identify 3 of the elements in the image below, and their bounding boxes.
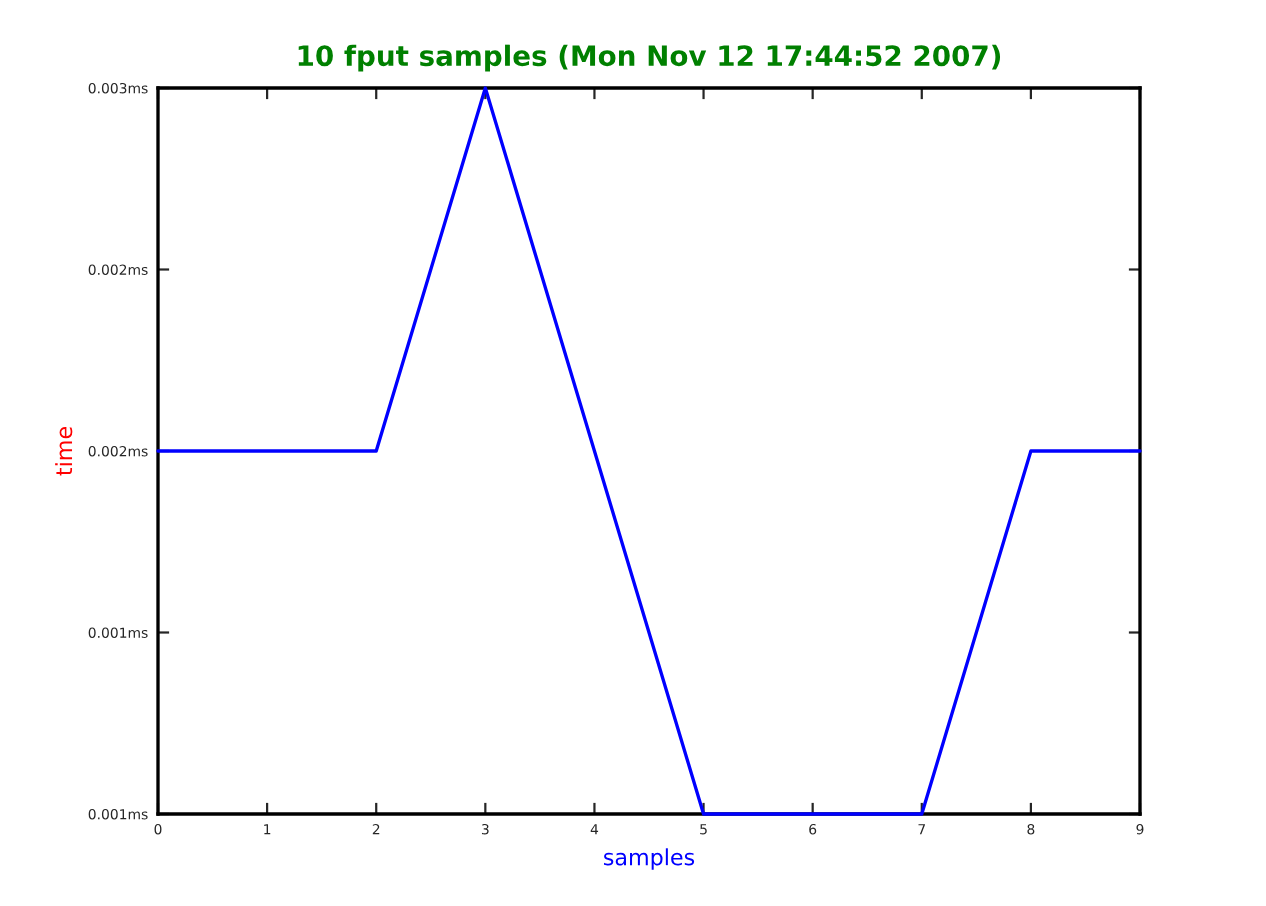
x-axis-title: samples (604, 848, 695, 870)
y-axis-title: time (55, 427, 73, 476)
chart-title: 10 fput samples (Mon Nov 12 17:44:52 2007) (298, 44, 1001, 72)
